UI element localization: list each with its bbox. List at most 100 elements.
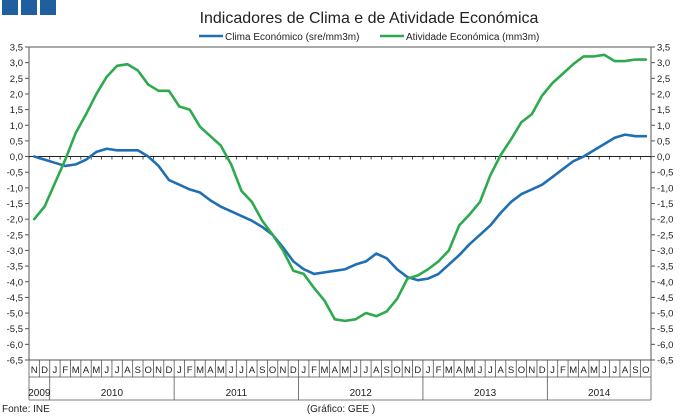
- x-tick-label-month: D: [166, 365, 173, 376]
- y-tick-label-right: -4,0: [657, 277, 673, 288]
- y-tick-label-left: -1,0: [7, 183, 23, 194]
- legend-label-atividade: Atividade Económica (mm3m): [406, 32, 539, 43]
- source-note: Fonte: INE: [2, 404, 50, 415]
- x-tick-label-month: N: [404, 365, 411, 376]
- x-tick-label-month: J: [364, 365, 369, 376]
- x-tick-label-month: A: [498, 365, 505, 376]
- x-tick-label-month: J: [550, 365, 555, 376]
- x-tick-label-year: 2009: [28, 388, 51, 399]
- brand-block-3: [40, 0, 56, 15]
- x-tick-label-year: 2013: [474, 388, 497, 399]
- y-tick-label-left: -2,0: [7, 215, 23, 226]
- y-tick-label-right: 3,0: [657, 58, 670, 69]
- x-tick-label-month: J: [353, 365, 358, 376]
- y-tick-label-left: -4,5: [7, 293, 23, 304]
- x-tick-label-month: D: [539, 365, 546, 376]
- x-tick-label-month: M: [569, 365, 577, 376]
- y-tick-label-right: -1,0: [657, 183, 673, 194]
- x-tick-label-month: M: [72, 365, 80, 376]
- y-tick-label-right: 3,5: [657, 43, 670, 54]
- x-tick-label-month: N: [155, 365, 162, 376]
- x-tick-label-month: O: [393, 365, 400, 376]
- x-tick-label-month: J: [612, 365, 617, 376]
- y-tick-label-right: -0,5: [657, 168, 673, 179]
- y-tick-label-right: 1,0: [657, 121, 670, 132]
- legend: Clima Económico (sre/mm3m) Atividade Eco…: [199, 32, 539, 43]
- x-tick-label-month: M: [341, 365, 349, 376]
- brand-block-2: [21, 0, 37, 15]
- y-tick-label-right: -5,5: [657, 324, 673, 335]
- chart-title: Indicadores de Clima e de Atividade Econ…: [200, 10, 539, 27]
- x-tick-label-month: S: [383, 365, 389, 376]
- y-tick-label-left: -5,5: [7, 324, 23, 335]
- y-tick-label-left: -6,5: [7, 356, 23, 367]
- y-tick-label-right: -6,0: [657, 340, 673, 351]
- x-tick-label-month: A: [580, 365, 587, 376]
- legend-label-clima: Clima Económico (sre/mm3m): [225, 32, 359, 43]
- x-tick-label-month: M: [320, 365, 328, 376]
- x-tick-label-month: F: [311, 365, 317, 376]
- y-tick-label-right: -2,0: [657, 215, 673, 226]
- x-tick-label-month: J: [177, 365, 182, 376]
- x-tick-label-month: O: [642, 365, 649, 376]
- y-tick-label-right: -2,5: [657, 230, 673, 241]
- y-tick-label-right: -3,5: [657, 262, 673, 273]
- x-tick-label-year: 2010: [101, 388, 124, 399]
- x-tick-label-year: 2012: [350, 388, 373, 399]
- y-tick-label-right: 0,0: [657, 152, 670, 163]
- x-tick-label-month: M: [217, 365, 225, 376]
- x-tick-label-month: J: [478, 365, 483, 376]
- x-tick-label-month: D: [414, 365, 421, 376]
- x-tick-label-year: 2011: [226, 388, 248, 399]
- x-tick-label-month: A: [83, 365, 90, 376]
- x-tick-label-month: M: [92, 365, 100, 376]
- x-tick-label-month: A: [249, 365, 256, 376]
- y-tick-label-left: 3,0: [10, 58, 23, 69]
- x-tick-label-month: S: [135, 365, 141, 376]
- y-tick-label-left: 2,5: [10, 74, 23, 85]
- plot-frame: [28, 46, 652, 361]
- x-tick-label-month: N: [280, 365, 287, 376]
- y-tick-label-right: -4,5: [657, 293, 673, 304]
- x-tick-label-month: S: [259, 365, 265, 376]
- x-tick-label-month: J: [53, 365, 58, 376]
- brand-block-1: [2, 0, 18, 15]
- y-tick-label-left: -5,0: [7, 309, 23, 320]
- y-tick-label-right: -1,5: [657, 199, 673, 210]
- y-tick-label-left: 0,5: [10, 136, 23, 147]
- x-tick-label-month: A: [124, 365, 131, 376]
- x-tick-label-month: A: [332, 365, 339, 376]
- y-tick-label-left: -3,5: [7, 262, 23, 273]
- x-tick-label-month: J: [115, 365, 120, 376]
- y-tick-label-right: 0,5: [657, 136, 670, 147]
- x-tick-label-month: A: [456, 365, 463, 376]
- x-tick-label-month: J: [229, 365, 234, 376]
- x-tick-label-month: A: [373, 365, 380, 376]
- y-tick-label-left: -3,0: [7, 246, 23, 257]
- x-tick-label-month: M: [196, 365, 204, 376]
- x-tick-label-month: A: [207, 365, 214, 376]
- y-tick-label-right: 2,5: [657, 74, 670, 85]
- chart-credit: (Gráfico: GEE ): [307, 404, 375, 415]
- x-tick-label-month: S: [508, 365, 514, 376]
- x-tick-label-month: J: [602, 365, 607, 376]
- x-tick-label-month: N: [31, 365, 38, 376]
- y-tick-label-left: -1,5: [7, 199, 23, 210]
- y-tick-label-left: -4,0: [7, 277, 23, 288]
- x-tick-label-month: O: [269, 365, 276, 376]
- y-tick-label-right: -6,5: [657, 356, 673, 367]
- y-tick-label-left: -2,5: [7, 230, 23, 241]
- x-tick-label-month: J: [488, 365, 493, 376]
- x-tick-label-month: J: [301, 365, 306, 376]
- series-line-atividade: [32, 53, 648, 323]
- x-tick-label-month: J: [104, 365, 109, 376]
- y-tick-label-left: 0,0: [10, 152, 23, 163]
- x-tick-label-month: J: [426, 365, 431, 376]
- x-tick-label-month: M: [445, 365, 453, 376]
- y-tick-label-right: -3,0: [657, 246, 673, 257]
- y-tick-label-left: 1,5: [10, 105, 23, 116]
- x-tick-label-month: F: [187, 365, 193, 376]
- x-tick-label-month: S: [632, 365, 638, 376]
- y-tick-label-right: 2,0: [657, 89, 670, 100]
